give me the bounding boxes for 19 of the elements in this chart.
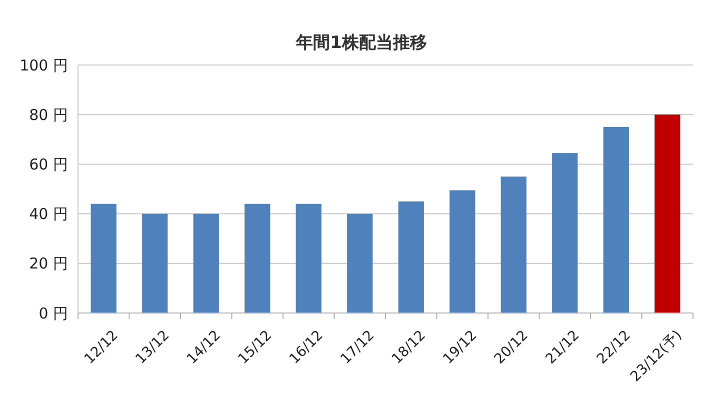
y-tick-label: 100 円 [20, 56, 68, 74]
bar [142, 214, 168, 313]
bar [603, 127, 629, 313]
y-tick-label: 20 円 [29, 254, 68, 273]
bar [500, 176, 526, 313]
y-tick-label: 40 円 [29, 205, 68, 224]
bar [450, 190, 476, 313]
chart-title: 年間1株配当推移 [295, 33, 427, 53]
bar [552, 153, 578, 313]
bar [654, 114, 680, 313]
y-tick-label: 60 円 [29, 155, 68, 174]
bar [90, 204, 116, 313]
bar [193, 214, 219, 313]
bar [347, 214, 373, 313]
y-tick-label: 80 円 [29, 106, 68, 124]
bar [244, 204, 270, 313]
bar [398, 201, 424, 313]
y-tick-label: 0 円 [38, 304, 68, 322]
bar [296, 204, 322, 313]
